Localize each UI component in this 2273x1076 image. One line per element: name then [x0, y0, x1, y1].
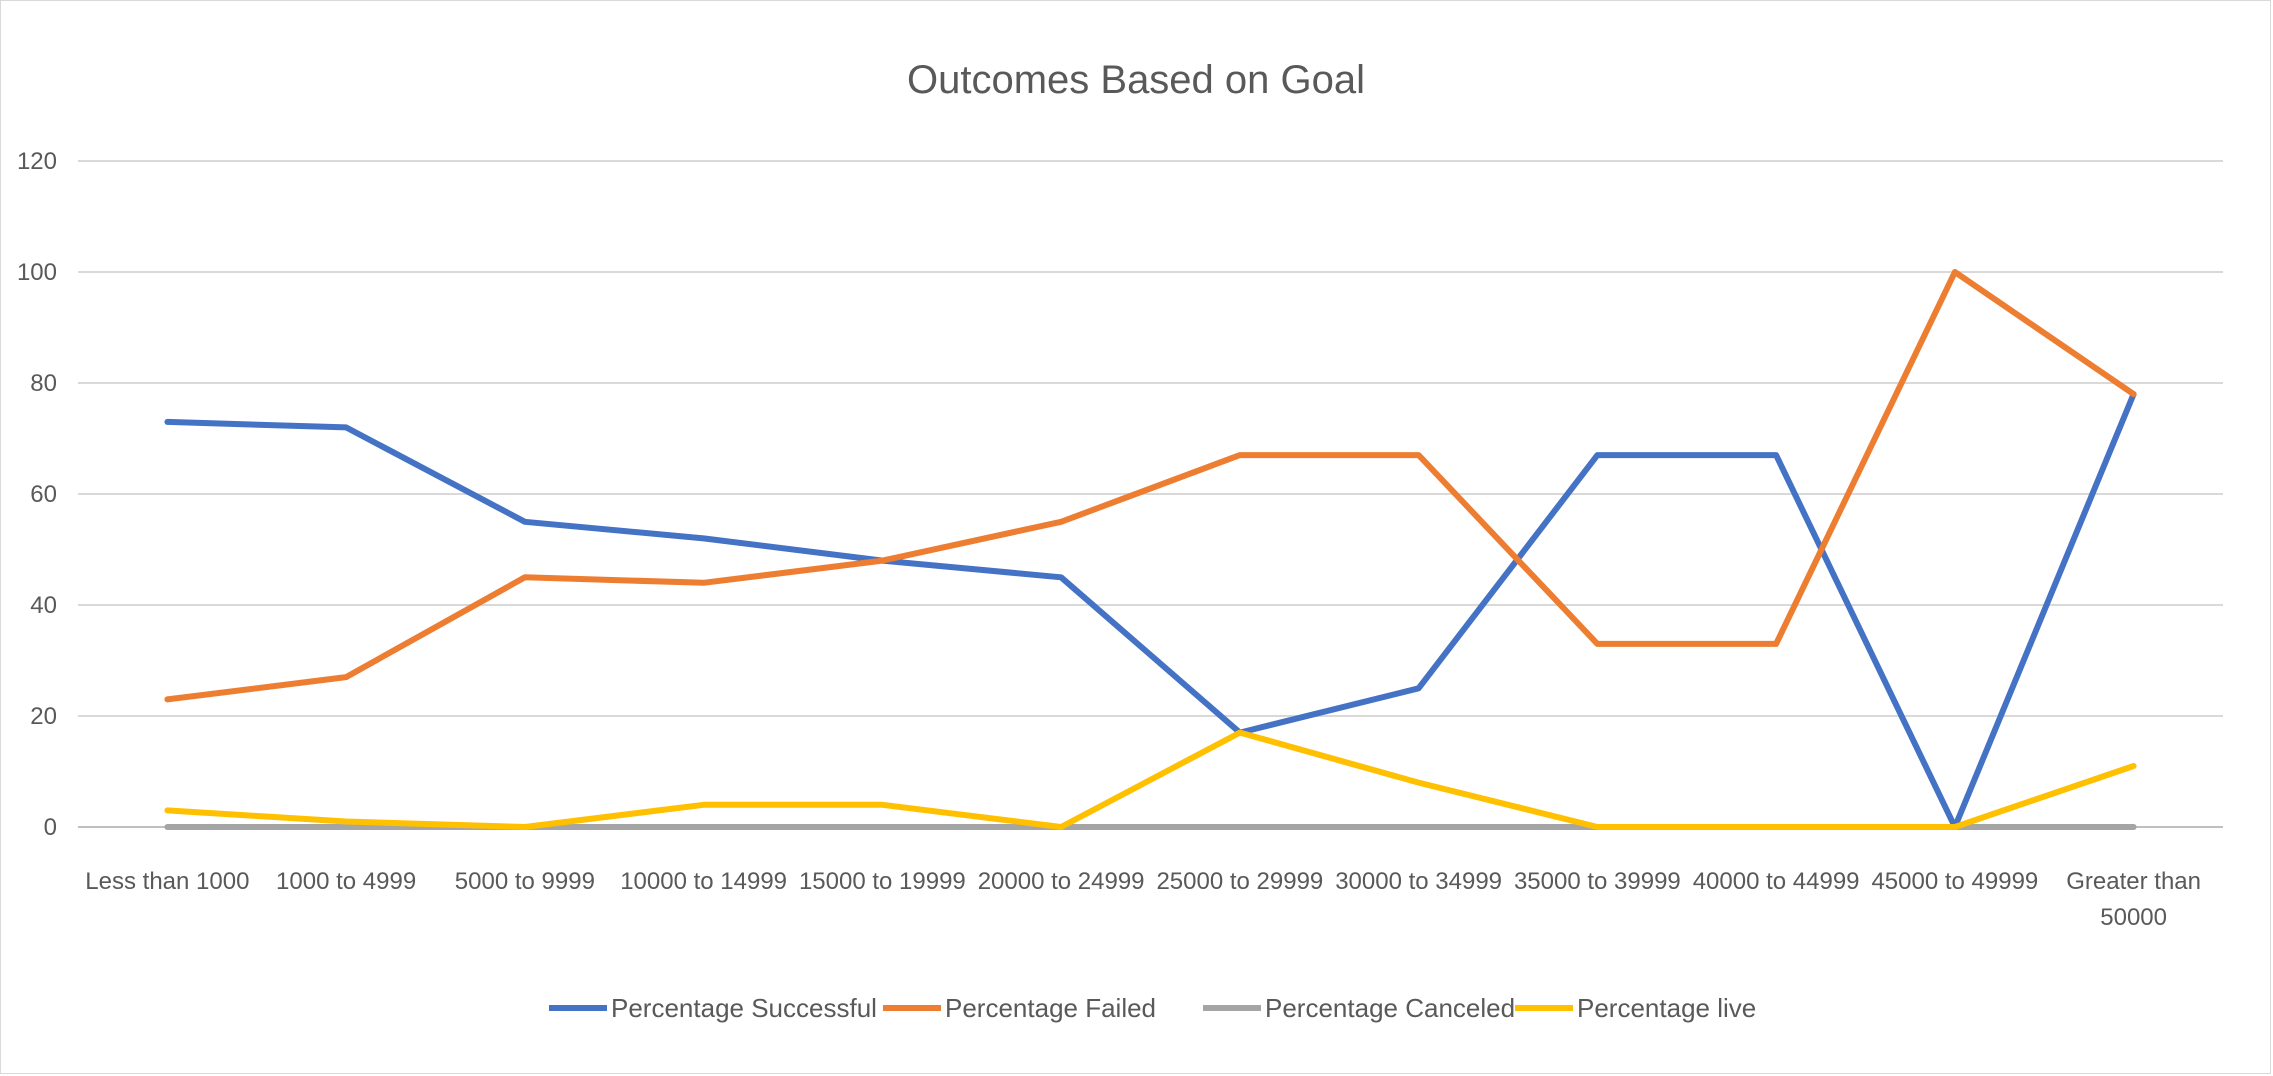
- y-tick-label: 0: [44, 814, 57, 841]
- legend-label: Percentage Successful: [611, 993, 877, 1023]
- x-tick-label: 20000 to 24999: [978, 868, 1145, 895]
- chart-title: Outcomes Based on Goal: [907, 58, 1365, 102]
- x-tick-label: Less than 1000: [85, 868, 249, 895]
- legend-label: Percentage Canceled: [1265, 993, 1515, 1023]
- x-tick-label: 35000 to 39999: [1514, 868, 1681, 895]
- x-axis-ticks: Less than 1000 1000 to 4999 5000 to 9999 10…: [85, 868, 2201, 931]
- legend-label: Percentage live: [1577, 993, 1756, 1023]
- y-tick-label: 20: [30, 703, 57, 730]
- series-line-percentage-live: [164, 729, 2137, 830]
- x-tick-label: 5000 to 9999: [455, 868, 595, 895]
- gridlines: [78, 160, 2223, 828]
- x-tick-label: 25000 to 29999: [1156, 868, 1323, 895]
- y-tick-label: 120: [17, 148, 57, 175]
- x-tick-label: Greater than 50000: [2066, 868, 2201, 931]
- x-tick-label: 1000 to 4999: [276, 868, 416, 895]
- legend-label: Percentage Failed: [945, 993, 1156, 1023]
- y-tick-label: 60: [30, 481, 57, 508]
- y-axis-ticks: 0 20 40 60 80 100 120: [17, 148, 57, 841]
- series-line-percentage-successful: [164, 391, 2137, 830]
- legend: Percentage Successful Percentage Failed Pe…: [549, 993, 1756, 1023]
- x-tick-label: 40000 to 44999: [1693, 868, 1860, 895]
- x-tick-label: 45000 to 49999: [1871, 868, 2038, 895]
- series-line-percentage-failed: [164, 269, 2137, 703]
- legend-item-percentage-successful: Percentage Successful: [549, 993, 877, 1023]
- x-tick-label: 30000 to 34999: [1335, 868, 1502, 895]
- legend-item-percentage-canceled: Percentage Canceled: [1203, 993, 1515, 1023]
- legend-item-percentage-failed: Percentage Failed: [883, 993, 1156, 1023]
- x-tick-label: 10000 to 14999: [620, 868, 787, 895]
- series-lines: [164, 269, 2137, 830]
- x-tick-label-line: Greater than: [2066, 868, 2201, 895]
- legend-item-percentage-live: Percentage live: [1515, 993, 1756, 1023]
- x-tick-label-line: 50000: [2100, 904, 2167, 931]
- y-tick-label: 100: [17, 259, 57, 286]
- y-tick-label: 80: [30, 370, 57, 397]
- x-tick-label: 15000 to 19999: [799, 868, 966, 895]
- y-tick-label: 40: [30, 592, 57, 619]
